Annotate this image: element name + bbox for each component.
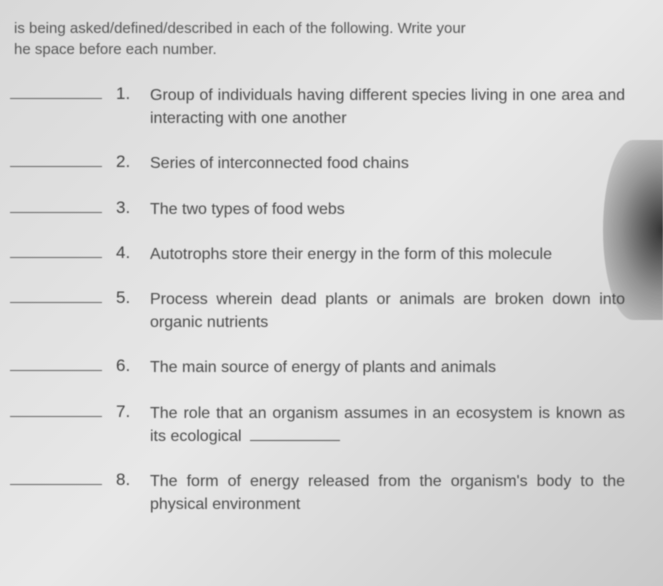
question-content: 8. The form of energy released from the … <box>116 470 633 516</box>
question-number: 5. <box>116 288 138 308</box>
question-row: 2. Series of interconnected food chains <box>10 152 633 175</box>
question-row: 6. The main source of energy of plants a… <box>10 356 633 379</box>
inline-blank <box>250 440 340 441</box>
question-row: 5. Process wherein dead plants or animal… <box>10 288 633 334</box>
worksheet-instructions: is being asked/defined/described in each… <box>10 18 633 60</box>
question-text: The main source of energy of plants and … <box>150 356 504 379</box>
question-number: 3. <box>116 198 138 218</box>
question-number: 7. <box>116 402 138 422</box>
question-text: Process wherein dead plants or animals a… <box>150 288 633 334</box>
question-number: 2. <box>116 152 138 172</box>
answer-blank <box>10 370 102 371</box>
question-number: 4. <box>116 243 138 263</box>
answer-blank <box>10 484 102 485</box>
question-number: 6. <box>116 356 138 376</box>
question-row: 7. The role that an organism assumes in … <box>10 402 633 448</box>
instruction-line-1: is being asked/defined/described in each… <box>14 20 466 37</box>
question-content: 3. The two types of food webs <box>116 198 633 221</box>
question-number: 8. <box>116 470 138 490</box>
answer-blank <box>10 98 102 99</box>
question-number: 1. <box>116 84 138 104</box>
question-row: 4. Autotrophs store their energy in the … <box>10 243 633 266</box>
question-content: 7. The role that an organism assumes in … <box>116 402 633 448</box>
question-content: 6. The main source of energy of plants a… <box>116 356 633 379</box>
question-content: 2. Series of interconnected food chains <box>116 152 633 175</box>
question-row: 8. The form of energy released from the … <box>10 470 633 516</box>
question-text: The role that an organism assumes in an … <box>150 402 633 448</box>
question-content: 4. Autotrophs store their energy in the … <box>116 243 633 266</box>
question-text: Group of individuals having different sp… <box>150 84 633 130</box>
answer-blank <box>10 302 102 303</box>
question-row: 1. Group of individuals having different… <box>10 84 633 130</box>
question-content: 5. Process wherein dead plants or animal… <box>116 288 633 334</box>
question-text-before: The role that an organism assumes in an … <box>150 405 625 445</box>
answer-blank <box>10 416 102 417</box>
instruction-line-2: he space before each number. <box>14 41 217 58</box>
answer-blank <box>10 212 102 213</box>
question-text: Series of interconnected food chains <box>150 152 417 175</box>
answer-blank <box>10 166 102 167</box>
question-content: 1. Group of individuals having different… <box>116 84 633 130</box>
question-row: 3. The two types of food webs <box>10 198 633 221</box>
question-text: The two types of food webs <box>150 198 353 221</box>
answer-blank <box>10 257 102 258</box>
question-text: Autotrophs store their energy in the for… <box>150 243 560 266</box>
question-text: The form of energy released from the org… <box>150 470 633 516</box>
